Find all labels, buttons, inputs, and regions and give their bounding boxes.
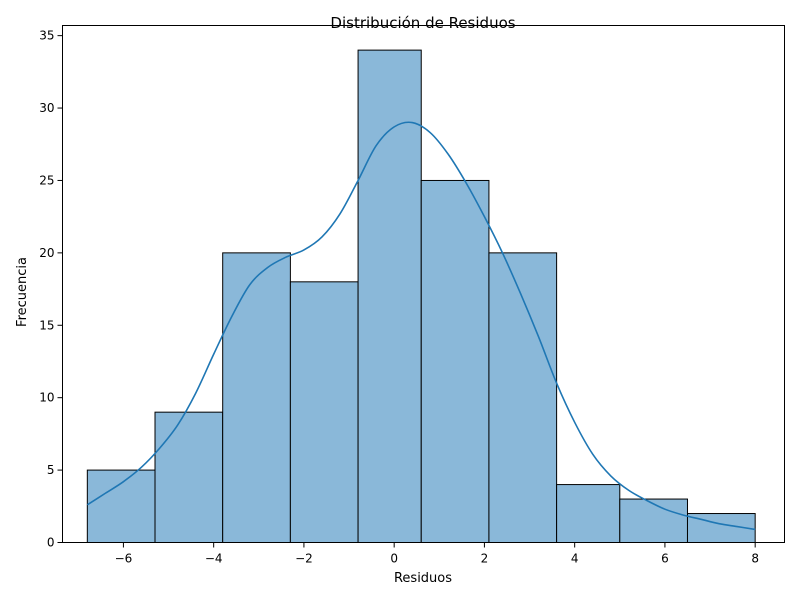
- x-tick-label: −2: [295, 552, 313, 566]
- x-tick-label: 2: [481, 552, 489, 566]
- y-tick-label: 10: [39, 391, 54, 405]
- x-axis-label: Residuos: [394, 571, 452, 586]
- histogram-bar: [488, 252, 558, 544]
- y-tick-label: 5: [47, 463, 55, 477]
- histogram-bar: [86, 469, 156, 543]
- histogram-bar: [154, 411, 224, 544]
- histogram-bar: [222, 252, 291, 544]
- bars-group: [86, 49, 756, 544]
- y-tick-label: 25: [39, 173, 54, 187]
- y-tick-label: 15: [39, 318, 54, 332]
- histogram-bar: [420, 179, 490, 544]
- kde-curve: [86, 121, 756, 531]
- x-tick-label: 0: [390, 552, 398, 566]
- histogram-bar: [556, 484, 621, 543]
- histogram-bar: [357, 49, 422, 543]
- x-tick-label: −4: [205, 552, 223, 566]
- chart-title: Distribución de Residuos: [330, 14, 515, 32]
- histogram-bar: [289, 281, 359, 543]
- x-tick-label: 6: [661, 552, 669, 566]
- x-axis-ticks: −6 −4 −2 0 2 4 6 8: [115, 542, 759, 566]
- y-tick-label: 30: [39, 101, 54, 115]
- x-tick-label: −6: [115, 552, 133, 566]
- plot-frame: [62, 25, 785, 543]
- y-tick-label: 0: [47, 536, 55, 550]
- x-tick-label: 4: [571, 552, 579, 566]
- x-tick-label: 8: [751, 552, 759, 566]
- y-tick-label: 35: [39, 29, 54, 43]
- y-tick-label: 20: [39, 246, 54, 260]
- y-axis-ticks: 0 5 10 15 20 25 30 35: [39, 29, 63, 550]
- histogram-bar: [619, 498, 688, 544]
- y-axis-label: Frecuencia: [15, 257, 30, 327]
